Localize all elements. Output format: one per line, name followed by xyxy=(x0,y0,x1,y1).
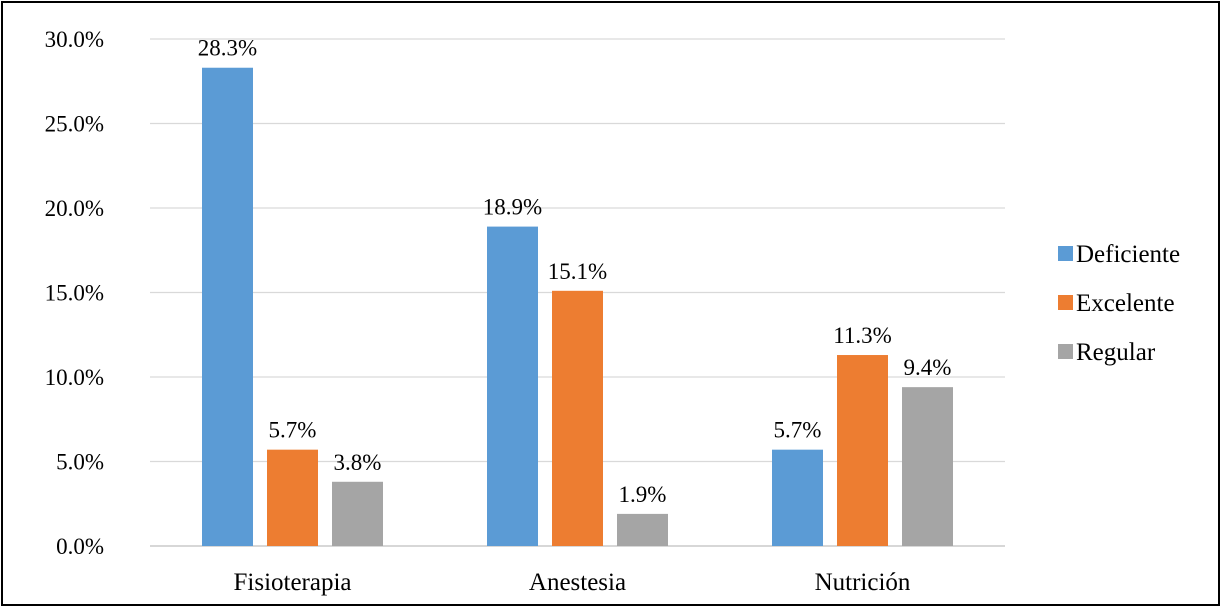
bars xyxy=(202,67,953,546)
data-label: 5.7% xyxy=(774,418,822,443)
x-category-label: Fisioterapia xyxy=(233,569,351,596)
data-label: 28.3% xyxy=(198,36,257,61)
bar-deficiente-2 xyxy=(772,449,823,546)
data-label: 15.1% xyxy=(548,259,607,284)
x-category-label: Nutrición xyxy=(815,569,911,596)
y-tick-label: 20.0% xyxy=(45,196,104,221)
legend-label: Deficiente xyxy=(1076,241,1180,268)
y-tick-label: 10.0% xyxy=(45,365,104,390)
bar-regular-0 xyxy=(332,481,383,546)
data-label: 18.9% xyxy=(483,195,542,220)
bar-regular-1 xyxy=(617,513,668,546)
x-category-label: Anestesia xyxy=(529,569,626,596)
legend-swatch xyxy=(1058,246,1073,261)
x-axis-category-labels: Fisioterapia Anestesia Nutrición xyxy=(233,569,910,596)
data-label: 5.7% xyxy=(269,418,317,443)
bar-deficiente-0 xyxy=(202,67,253,546)
data-labels: 28.3% 5.7% 3.8% 18.9% 15.1% 1.9% 5.7% 11.3% 9.4% xyxy=(198,36,952,507)
bar-excelente-1 xyxy=(552,290,603,546)
bar-deficiente-1 xyxy=(487,226,538,546)
data-label: 9.4% xyxy=(904,355,952,380)
y-tick-label: 25.0% xyxy=(45,112,104,137)
bar-excelente-0 xyxy=(267,449,318,546)
legend-swatch xyxy=(1058,344,1073,359)
legend: Deficiente Excelente Regular xyxy=(1058,241,1180,366)
y-tick-label: 30.0% xyxy=(45,27,104,52)
y-tick-label: 5.0% xyxy=(56,450,104,475)
data-label: 3.8% xyxy=(334,450,382,475)
y-tick-label: 15.0% xyxy=(45,281,104,306)
y-axis-tick-labels: 0.0% 5.0% 10.0% 15.0% 20.0% 25.0% 30.0% xyxy=(45,27,104,559)
data-label: 1.9% xyxy=(619,482,667,507)
data-label: 11.3% xyxy=(833,323,892,348)
bar-excelente-2 xyxy=(837,355,888,546)
legend-label: Excelente xyxy=(1076,290,1175,317)
bar-regular-2 xyxy=(902,387,953,546)
y-tick-label: 0.0% xyxy=(56,534,104,559)
legend-label: Regular xyxy=(1076,339,1156,366)
legend-swatch xyxy=(1058,295,1073,310)
